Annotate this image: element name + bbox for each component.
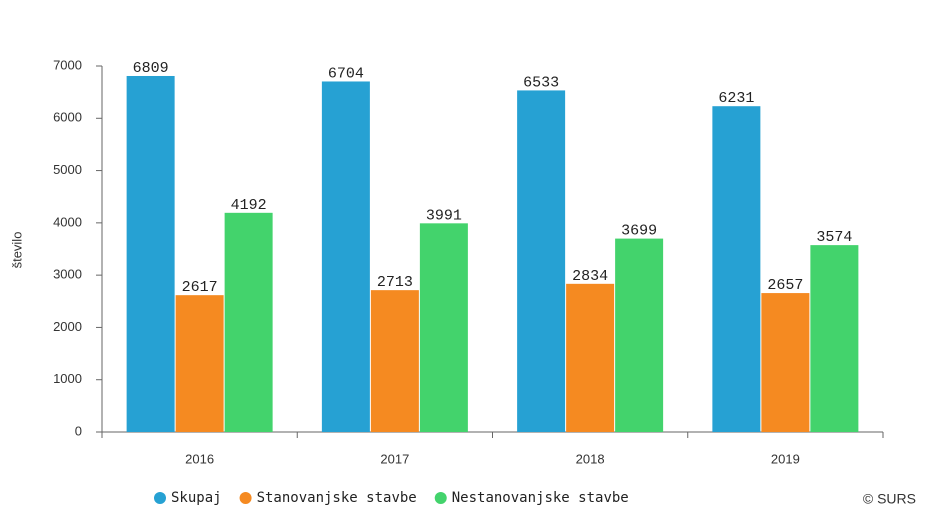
y-tick-label: 2000 [53, 319, 82, 334]
legend-label: Stanovanjske stavbe [257, 490, 417, 506]
value-label: 2617 [182, 279, 218, 296]
y-axis-label: število [9, 232, 24, 269]
value-label: 3991 [426, 207, 462, 224]
value-label: 6704 [328, 65, 364, 82]
value-label: 6231 [718, 90, 754, 107]
credit: © SURS [863, 491, 916, 507]
bar [126, 75, 175, 432]
value-label: 6809 [133, 60, 169, 77]
value-label: 2834 [572, 268, 608, 285]
bar [517, 90, 566, 433]
bar [712, 106, 761, 433]
legend-label: Nestanovanjske stavbe [452, 490, 629, 506]
y-tick-label: 7000 [53, 57, 82, 72]
bar [615, 238, 664, 432]
value-label: 2713 [377, 274, 413, 291]
y-tick-label: 5000 [53, 162, 82, 177]
x-tick-label: 2017 [380, 451, 409, 466]
bar [175, 295, 224, 432]
legend-marker [239, 492, 252, 504]
y-tick-label: 6000 [53, 110, 82, 125]
bar [566, 283, 615, 432]
value-label: 6533 [523, 74, 559, 91]
value-label: 3699 [621, 223, 657, 240]
x-tick-label: 2019 [771, 451, 800, 466]
bar [810, 245, 859, 432]
y-tick-label: 1000 [53, 371, 82, 386]
x-tick-label: 2016 [185, 451, 214, 466]
y-tick-label: 3000 [53, 267, 82, 282]
value-label: 3574 [816, 229, 852, 246]
legend-marker [434, 492, 447, 504]
x-tick-label: 2018 [576, 451, 605, 466]
bar [419, 223, 468, 432]
bar [761, 293, 810, 432]
value-label: 2657 [767, 277, 803, 294]
y-tick-label: 0 [75, 423, 82, 438]
bar [224, 212, 273, 432]
value-label: 4192 [231, 197, 267, 214]
bar [370, 290, 419, 432]
legend-label: Skupaj [171, 490, 222, 506]
bar [321, 81, 370, 433]
legend-marker [154, 492, 166, 504]
y-tick-label: 4000 [53, 214, 82, 229]
